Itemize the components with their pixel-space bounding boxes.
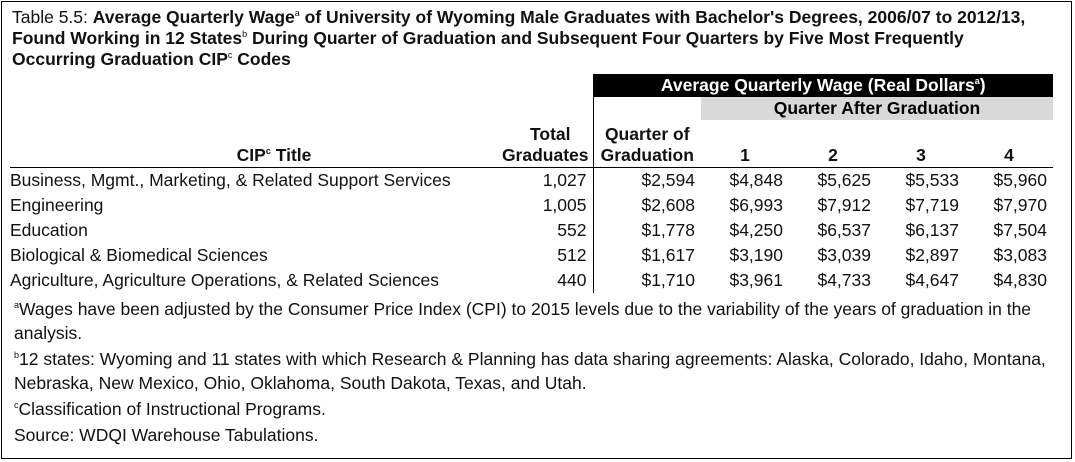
footnotes: aWages have been adjusted by the Consume… bbox=[14, 297, 1054, 449]
cip-title-cell: Agriculture, Agriculture Operations, & R… bbox=[10, 270, 439, 290]
total-graduates-cell: 512 bbox=[498, 243, 594, 268]
footnote-a-marker: a bbox=[294, 8, 300, 18]
footnote-a: aWages have been adjusted by the Consume… bbox=[14, 299, 1032, 343]
cip-title-cell: Business, Mgmt., Marketing, & Related Su… bbox=[10, 170, 451, 190]
quarter-4-cell: $4,830 bbox=[993, 270, 1047, 290]
quarter-of-graduation-cell: $1,617 bbox=[641, 245, 695, 265]
quarter-4-cell: $7,504 bbox=[993, 220, 1047, 240]
quarter-1-cell: $6,993 bbox=[729, 195, 783, 215]
table-row: Business, Mgmt., Marketing, & Related Su… bbox=[10, 167, 1053, 193]
quarter-1-header: 1 bbox=[701, 120, 789, 168]
title-text-3: During Quarter of Graduation and Subsequ… bbox=[12, 28, 964, 69]
cip-title-cell: Engineering bbox=[10, 195, 104, 215]
total-graduates-cell: 440 bbox=[498, 268, 594, 293]
quarter-3-cell: $7,719 bbox=[905, 195, 959, 215]
wage-band-header: Average Quarterly Wage (Real Dollarsa) bbox=[593, 74, 1053, 97]
quarter-3-cell: $2,897 bbox=[905, 245, 959, 265]
quarter-2-cell: $3,039 bbox=[817, 245, 871, 265]
quarter-of-graduation-cell: $1,778 bbox=[641, 220, 695, 240]
quarter-1-cell: $3,961 bbox=[729, 270, 783, 290]
footnote-c: cClassification of Instructional Program… bbox=[14, 399, 326, 419]
quarter-1-cell: $4,250 bbox=[729, 220, 783, 240]
total-graduates-cell: 1,005 bbox=[498, 193, 594, 218]
quarter-of-graduation-cell: $1,710 bbox=[641, 270, 695, 290]
table-row: Agriculture, Agriculture Operations, & R… bbox=[10, 268, 1053, 293]
footnote-b-marker: b bbox=[242, 29, 248, 39]
quarter-1-cell: $4,848 bbox=[729, 170, 783, 190]
quarter-2-cell: $5,625 bbox=[817, 170, 871, 190]
quarter-4-header: 4 bbox=[965, 120, 1053, 168]
cip-title-cell: Education bbox=[10, 220, 88, 240]
total-graduates-header: Total Graduates bbox=[498, 120, 594, 168]
quarter-4-cell: $3,083 bbox=[993, 245, 1047, 265]
wage-table: Average Quarterly Wage (Real Dollarsa) Q… bbox=[10, 74, 1053, 293]
quarter-2-header: 2 bbox=[789, 120, 877, 168]
quarter-4-cell: $7,970 bbox=[993, 195, 1047, 215]
quarter-3-header: 3 bbox=[877, 120, 965, 168]
quarter-2-cell: $4,733 bbox=[817, 270, 871, 290]
title-text-1: Average Quarterly Wage bbox=[92, 7, 295, 27]
cip-title-header: CIPc Title bbox=[10, 120, 498, 168]
cip-title-cell: Biological & Biomedical Sciences bbox=[10, 245, 268, 265]
table-number: Table 5.5: bbox=[12, 7, 88, 27]
table-row: Biological & Biomedical Sciences 512 $1,… bbox=[10, 243, 1053, 268]
table-title: Table 5.5: Average Quarterly Wagea of Un… bbox=[12, 7, 1052, 70]
footnote-b: b12 states: Wyoming and 11 states with w… bbox=[14, 349, 1046, 393]
title-text-4: Codes bbox=[237, 49, 291, 69]
quarter-3-cell: $5,533 bbox=[905, 170, 959, 190]
source-note: Source: WDQI Warehouse Tabulations. bbox=[14, 425, 319, 445]
quarter-1-cell: $3,190 bbox=[729, 245, 783, 265]
total-graduates-cell: 1,027 bbox=[498, 167, 594, 193]
quarter-2-cell: $7,912 bbox=[817, 195, 871, 215]
quarter-2-cell: $6,537 bbox=[817, 220, 871, 240]
quarter-of-graduation-cell: $2,594 bbox=[641, 170, 695, 190]
table-row: Engineering 1,005 $2,608 $6,993 $7,912 $… bbox=[10, 193, 1053, 218]
quarter-4-cell: $5,960 bbox=[993, 170, 1047, 190]
quarter-after-header: Quarter After Graduation bbox=[701, 97, 1053, 120]
footnote-c-marker: c bbox=[227, 50, 233, 60]
quarter-3-cell: $6,137 bbox=[905, 220, 959, 240]
title-text-2: of University of Wyoming Male Graduates … bbox=[12, 7, 1026, 48]
quarter-3-cell: $4,647 bbox=[905, 270, 959, 290]
table-row: Education 552 $1,778 $4,250 $6,537 $6,13… bbox=[10, 218, 1053, 243]
quarter-of-graduation-header: Quarter of Graduation bbox=[593, 120, 701, 168]
quarter-of-graduation-cell: $2,608 bbox=[641, 195, 695, 215]
total-graduates-cell: 552 bbox=[498, 218, 594, 243]
